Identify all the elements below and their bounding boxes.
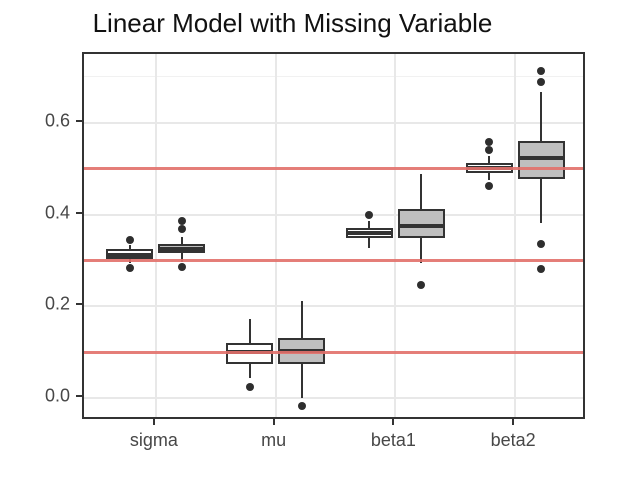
outlier-point xyxy=(177,263,186,272)
outlier-point xyxy=(537,240,546,249)
boxplot-median xyxy=(279,348,325,353)
y-axis-tick-mark xyxy=(76,119,82,122)
x-axis-tick-label: mu xyxy=(261,430,287,450)
outlier-point xyxy=(485,181,494,190)
gridline-major-h xyxy=(84,397,583,400)
x-axis-tick-mark xyxy=(152,419,155,425)
y-axis-tick-mark xyxy=(76,303,82,306)
gridline-major-v xyxy=(154,54,157,417)
outlier-point xyxy=(177,216,186,225)
y-axis-tick-mark xyxy=(76,211,82,214)
boxplot-box xyxy=(397,208,445,238)
reference-line xyxy=(84,167,583,170)
y-axis-tick-label: 0.6 xyxy=(44,110,70,131)
outlier-point xyxy=(485,138,494,147)
outlier-point xyxy=(297,402,306,411)
outlier-point xyxy=(125,264,134,273)
plot-panel xyxy=(82,52,585,419)
chart-title: Linear Model with Missing Variable xyxy=(92,8,493,38)
y-axis-tick-label: 0.0 xyxy=(44,385,70,406)
y-axis-tick-label: 0.4 xyxy=(44,202,70,222)
x-axis-tick-label: sigma xyxy=(129,430,178,450)
x-axis-tick-mark xyxy=(392,419,395,425)
outlier-point xyxy=(177,224,186,233)
gridline-major-v xyxy=(394,54,397,417)
x-axis-tick-label: beta2 xyxy=(490,430,536,450)
gridline-major-h xyxy=(84,121,583,124)
gridline-major-h xyxy=(84,305,583,308)
y-axis-tick-label: 0.2 xyxy=(44,293,70,314)
x-axis-tick-mark xyxy=(512,419,515,425)
outlier-point xyxy=(537,265,546,274)
gridline-minor-h xyxy=(84,75,583,78)
gridline-major-v xyxy=(514,54,517,417)
boxplot-median xyxy=(107,252,153,257)
gridline-major-h xyxy=(84,213,583,216)
outlier-point xyxy=(537,66,546,75)
x-axis-tick-mark xyxy=(272,419,275,425)
x-axis-tick-label: beta1 xyxy=(370,430,416,450)
boxplot-median xyxy=(346,230,392,235)
reference-line xyxy=(84,350,583,354)
gridline-major-v xyxy=(274,54,277,417)
boxplot-median xyxy=(518,156,564,161)
reference-line xyxy=(84,258,583,262)
outlier-point xyxy=(365,211,374,220)
outlier-point xyxy=(125,235,134,244)
outlier-point xyxy=(485,146,494,155)
boxplot-median xyxy=(398,223,444,228)
boxplot-median xyxy=(159,246,205,251)
outlier-point xyxy=(537,78,546,87)
outlier-point xyxy=(417,281,426,290)
y-axis-tick-mark xyxy=(76,395,82,398)
outlier-point xyxy=(245,383,254,392)
